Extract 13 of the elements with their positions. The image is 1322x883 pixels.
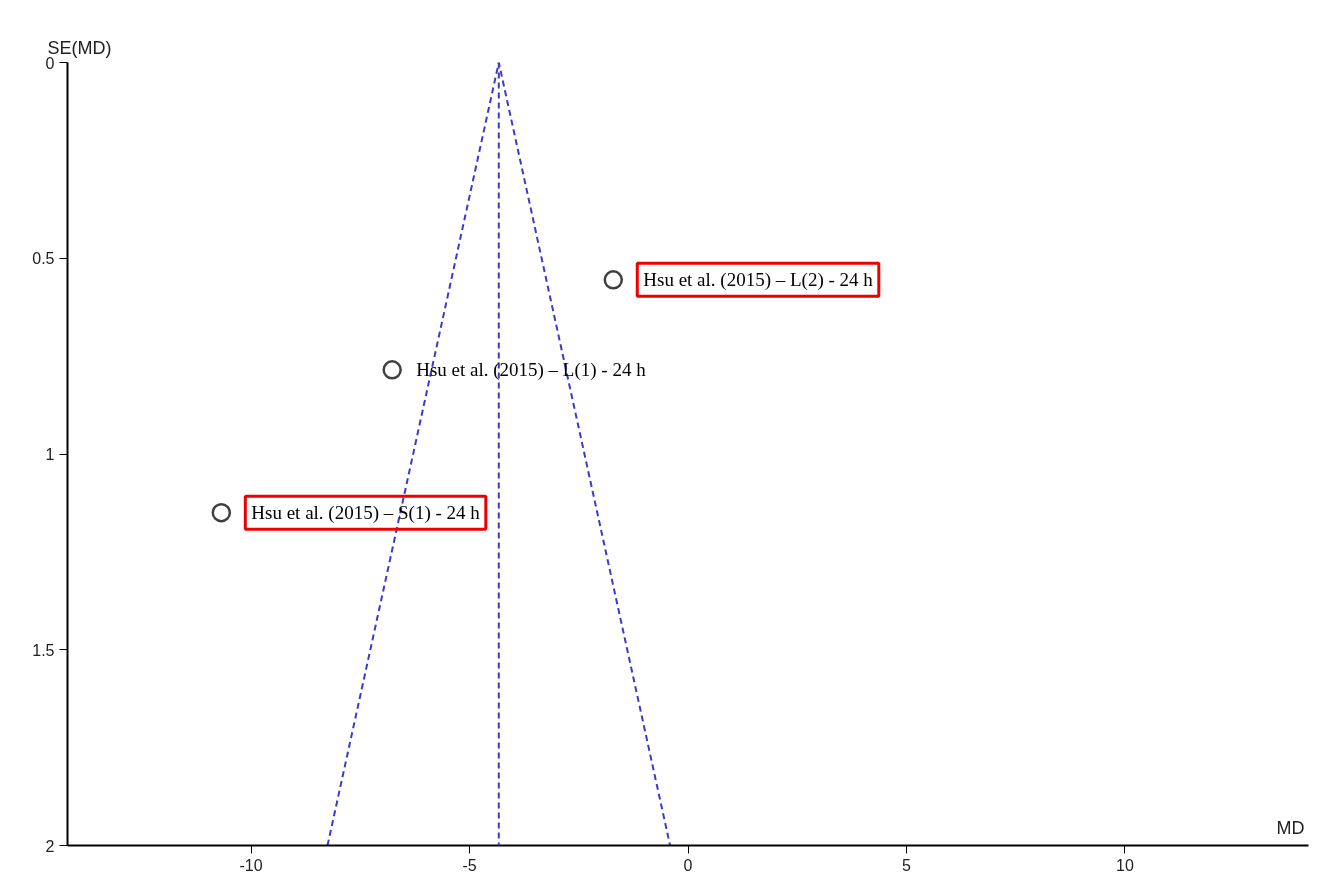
y-tick-label: 1.5: [32, 641, 55, 659]
x-tick-label: 5: [902, 856, 912, 874]
y-tick-label: 1: [45, 446, 55, 463]
x-tick-label: -5: [462, 856, 477, 874]
x-tick-label: 0: [683, 856, 693, 874]
x-tick-label: 10: [1116, 856, 1134, 874]
annotation: Hsu et al. (2015) – L(1) - 24 h: [416, 359, 647, 382]
x-tick-label: -10: [239, 856, 263, 874]
x-axis-title: MD: [1276, 817, 1305, 838]
y-tick-label: 2: [45, 837, 55, 855]
annotation: Hsu et al. (2015) – S(1) - 24 h: [251, 502, 481, 525]
annotation: Hsu et al. (2015) – L(2) - 24 h: [643, 269, 874, 292]
y-tick-label: 0.5: [32, 250, 55, 268]
